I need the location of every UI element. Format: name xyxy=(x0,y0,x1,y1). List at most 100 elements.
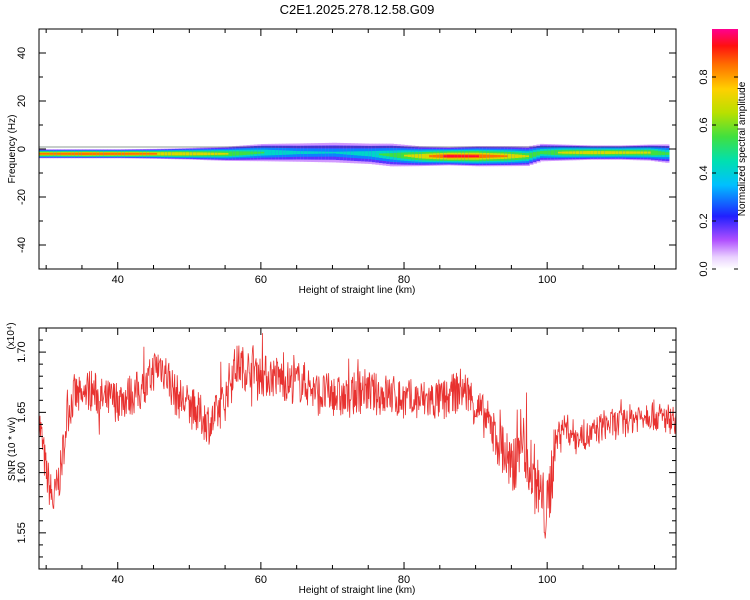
snr-multiplier: (x10⁴) xyxy=(6,322,17,349)
heatmap-cell xyxy=(96,152,101,155)
heatmap-cell xyxy=(257,151,262,154)
heatmap-cell xyxy=(106,152,112,155)
heatmap-cell xyxy=(654,150,659,156)
heatmap-cell xyxy=(135,152,140,155)
heatmap-cell xyxy=(310,151,316,154)
heatmap-cell xyxy=(275,150,280,156)
heatmap-cell xyxy=(414,154,419,158)
snr-y-tick-label: 1.65 xyxy=(16,402,28,423)
heatmap-cell xyxy=(328,151,334,154)
heatmap-cell xyxy=(350,151,355,156)
heatmap-cell xyxy=(60,152,65,155)
chart-title: C2E1.2025.278.12.58.G09 xyxy=(280,2,435,17)
heatmap-cell xyxy=(472,155,477,158)
heatmap-cell xyxy=(439,154,444,158)
heatmap-cell xyxy=(497,155,502,158)
heatmap-cell xyxy=(389,153,394,157)
snr-axes: 40 60 80 100 1.70 1.65 1.60 1.55 xyxy=(16,328,676,586)
spectrogram-x-tick-label: 100 xyxy=(538,274,556,286)
heatmap-cell xyxy=(432,154,437,158)
heatmap-cell xyxy=(361,151,366,156)
heatmap-cell xyxy=(314,151,319,154)
snr-y-tick-label: 1.70 xyxy=(16,341,28,362)
heatmap-cell xyxy=(346,151,351,155)
heatmap-cell xyxy=(543,150,548,155)
heatmap-cell xyxy=(318,151,323,154)
heatmap-cell xyxy=(271,149,276,156)
heatmap-cell xyxy=(622,151,627,154)
heatmap-cell xyxy=(128,152,133,155)
heatmap-cell xyxy=(164,152,169,156)
heatmap-cell xyxy=(157,152,162,156)
heatmap-cell xyxy=(475,155,480,158)
heatmap-cell xyxy=(110,152,115,155)
heatmap-cell xyxy=(468,155,473,158)
colorbar-ticks: 0.0 0.2 0.4 0.6 0.8 xyxy=(698,69,738,277)
heatmap-cell xyxy=(185,152,190,156)
heatmap-cell xyxy=(357,151,362,156)
heatmap-cell xyxy=(640,151,645,154)
heatmap-cell xyxy=(268,149,273,156)
heatmap-cell xyxy=(121,152,126,155)
heatmap-cell xyxy=(532,152,538,157)
heatmap-cell xyxy=(615,151,620,154)
heatmap-cell xyxy=(99,152,105,155)
heatmap-cell xyxy=(550,150,555,155)
heatmap-cell xyxy=(446,155,452,158)
colorbar-tick-label: 0.4 xyxy=(698,165,710,180)
heatmap-cell xyxy=(396,152,402,158)
heatmap-cell xyxy=(353,151,359,156)
heatmap-cell xyxy=(457,155,462,158)
heatmap-cell xyxy=(636,151,641,154)
heatmap-cell xyxy=(364,151,369,157)
heatmap-cell xyxy=(568,151,573,154)
heatmap-cell xyxy=(149,152,155,155)
heatmap-cell xyxy=(74,152,79,155)
heatmap-cell xyxy=(554,150,559,156)
spectrogram-y-tick-label: 20 xyxy=(16,95,28,107)
spectrogram-y-tick-label: -40 xyxy=(16,237,28,253)
colorbar-label: Normalized spectral amplitude xyxy=(737,81,748,216)
heatmap-cell xyxy=(336,151,341,154)
heatmap-cell xyxy=(400,152,405,159)
heatmap-cell xyxy=(289,150,294,155)
heatmap-cell xyxy=(443,155,448,158)
snr-x-label: Height of straight line (km) xyxy=(299,585,416,596)
heatmap-cell xyxy=(647,151,652,154)
snr-panel: 40 60 80 100 1.70 1.65 1.60 1.55 Height of stra… xyxy=(6,322,677,596)
heatmap-cell xyxy=(46,152,51,155)
heatmap-cell xyxy=(368,151,373,157)
heatmap-cell xyxy=(608,151,613,155)
heatmap-cell xyxy=(207,152,212,156)
heatmap-cell xyxy=(253,151,258,155)
colorbar-tick-label: 0.8 xyxy=(698,69,710,84)
heatmap-cell xyxy=(307,151,312,154)
heatmap-cell xyxy=(203,152,208,156)
snr-x-tick-label: 100 xyxy=(538,574,556,586)
heatmap-cell xyxy=(242,151,248,156)
spectrogram-heatmap xyxy=(39,142,670,167)
heatmap-cell xyxy=(142,152,147,155)
snr-y-label: SNR (10 * v/v) xyxy=(7,417,18,481)
heatmap-cell xyxy=(511,154,516,159)
heatmap-cell xyxy=(454,155,459,158)
heatmap-cell xyxy=(160,152,165,156)
heatmap-cell xyxy=(217,152,223,155)
heatmap-cell xyxy=(479,154,484,158)
heatmap-cell xyxy=(450,155,455,158)
heatmap-cell xyxy=(139,152,144,155)
heatmap-cell xyxy=(67,152,72,155)
snr-y-tick-label: 1.60 xyxy=(16,462,28,483)
snr-series-line xyxy=(39,333,676,539)
heatmap-cell xyxy=(407,154,412,157)
heatmap-cell xyxy=(611,151,616,154)
heatmap-cell xyxy=(182,152,187,156)
heatmap-cell xyxy=(221,152,226,155)
heatmap-cell xyxy=(572,151,577,154)
spectrogram-x-label: Height of straight line (km) xyxy=(299,285,416,296)
heatmap-cell xyxy=(418,154,423,159)
heatmap-cell xyxy=(529,152,534,158)
heatmap-cell xyxy=(196,152,201,156)
heatmap-cell xyxy=(53,152,58,155)
